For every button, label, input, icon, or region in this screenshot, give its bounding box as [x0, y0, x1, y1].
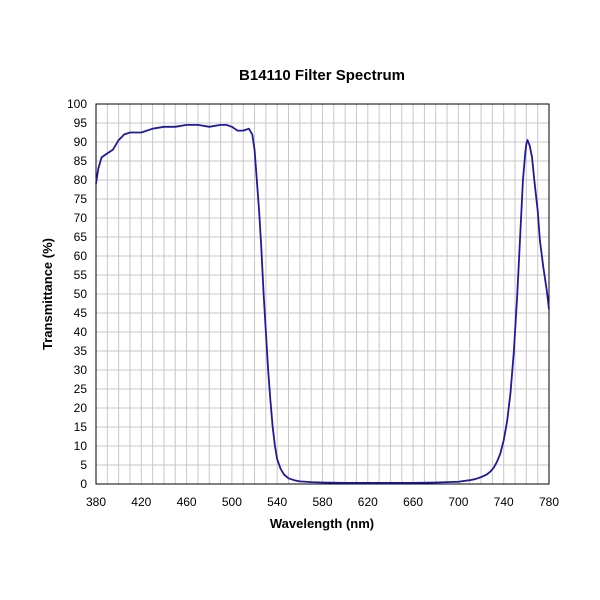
x-tick-label: 700 [448, 495, 468, 509]
transmittance-series-line [95, 124, 550, 484]
y-tick-label: 15 [74, 420, 88, 434]
y-tick-label: 40 [74, 325, 88, 339]
y-tick-label: 25 [74, 382, 88, 396]
y-tick-label: 85 [74, 154, 88, 168]
x-tick-label: 660 [403, 495, 423, 509]
y-tick-label: 75 [74, 192, 88, 206]
y-tick-label: 65 [74, 230, 88, 244]
plot-area-frame [95, 103, 550, 485]
x-tick-label: 580 [312, 495, 332, 509]
x-tick-label: 620 [358, 495, 378, 509]
y-tick-label: 90 [74, 135, 88, 149]
x-tick-label: 540 [267, 495, 287, 509]
x-tick-label: 420 [131, 495, 151, 509]
x-tick-label: 460 [177, 495, 197, 509]
y-tick-label: 55 [74, 268, 88, 282]
y-tick-label: 20 [74, 401, 88, 415]
x-tick-label: 780 [539, 495, 559, 509]
chart-title: B14110 Filter Spectrum [239, 67, 405, 84]
y-tick-label: 95 [74, 116, 88, 130]
y-tick-label: 0 [80, 477, 87, 491]
y-tick-label: 80 [74, 173, 88, 187]
x-axis-label: Wavelength (nm) [270, 516, 374, 531]
y-tick-label: 70 [74, 211, 88, 225]
series-group [95, 124, 550, 484]
y-axis-label: Transmittance (%) [40, 238, 55, 350]
grid-lines [96, 104, 549, 484]
x-tick-label: 740 [494, 495, 514, 509]
y-tick-label: 5 [80, 458, 87, 472]
y-tick-label: 50 [74, 287, 88, 301]
y-tick-label: 60 [74, 249, 88, 263]
x-axis-tick-labels: 380 420 460 500 540 580 620 660 700 740 780 [86, 495, 559, 509]
y-tick-label: 100 [67, 97, 87, 111]
y-tick-label: 35 [74, 344, 88, 358]
x-tick-label: 380 [86, 495, 106, 509]
x-tick-label: 500 [222, 495, 242, 509]
y-tick-label: 30 [74, 363, 88, 377]
y-tick-label: 10 [74, 439, 88, 453]
y-tick-label: 45 [74, 306, 88, 320]
y-axis-tick-labels: 0 5 10 15 20 25 30 35 40 45 50 55 60 65 70 75 80 85 90 95 10… [67, 97, 87, 491]
